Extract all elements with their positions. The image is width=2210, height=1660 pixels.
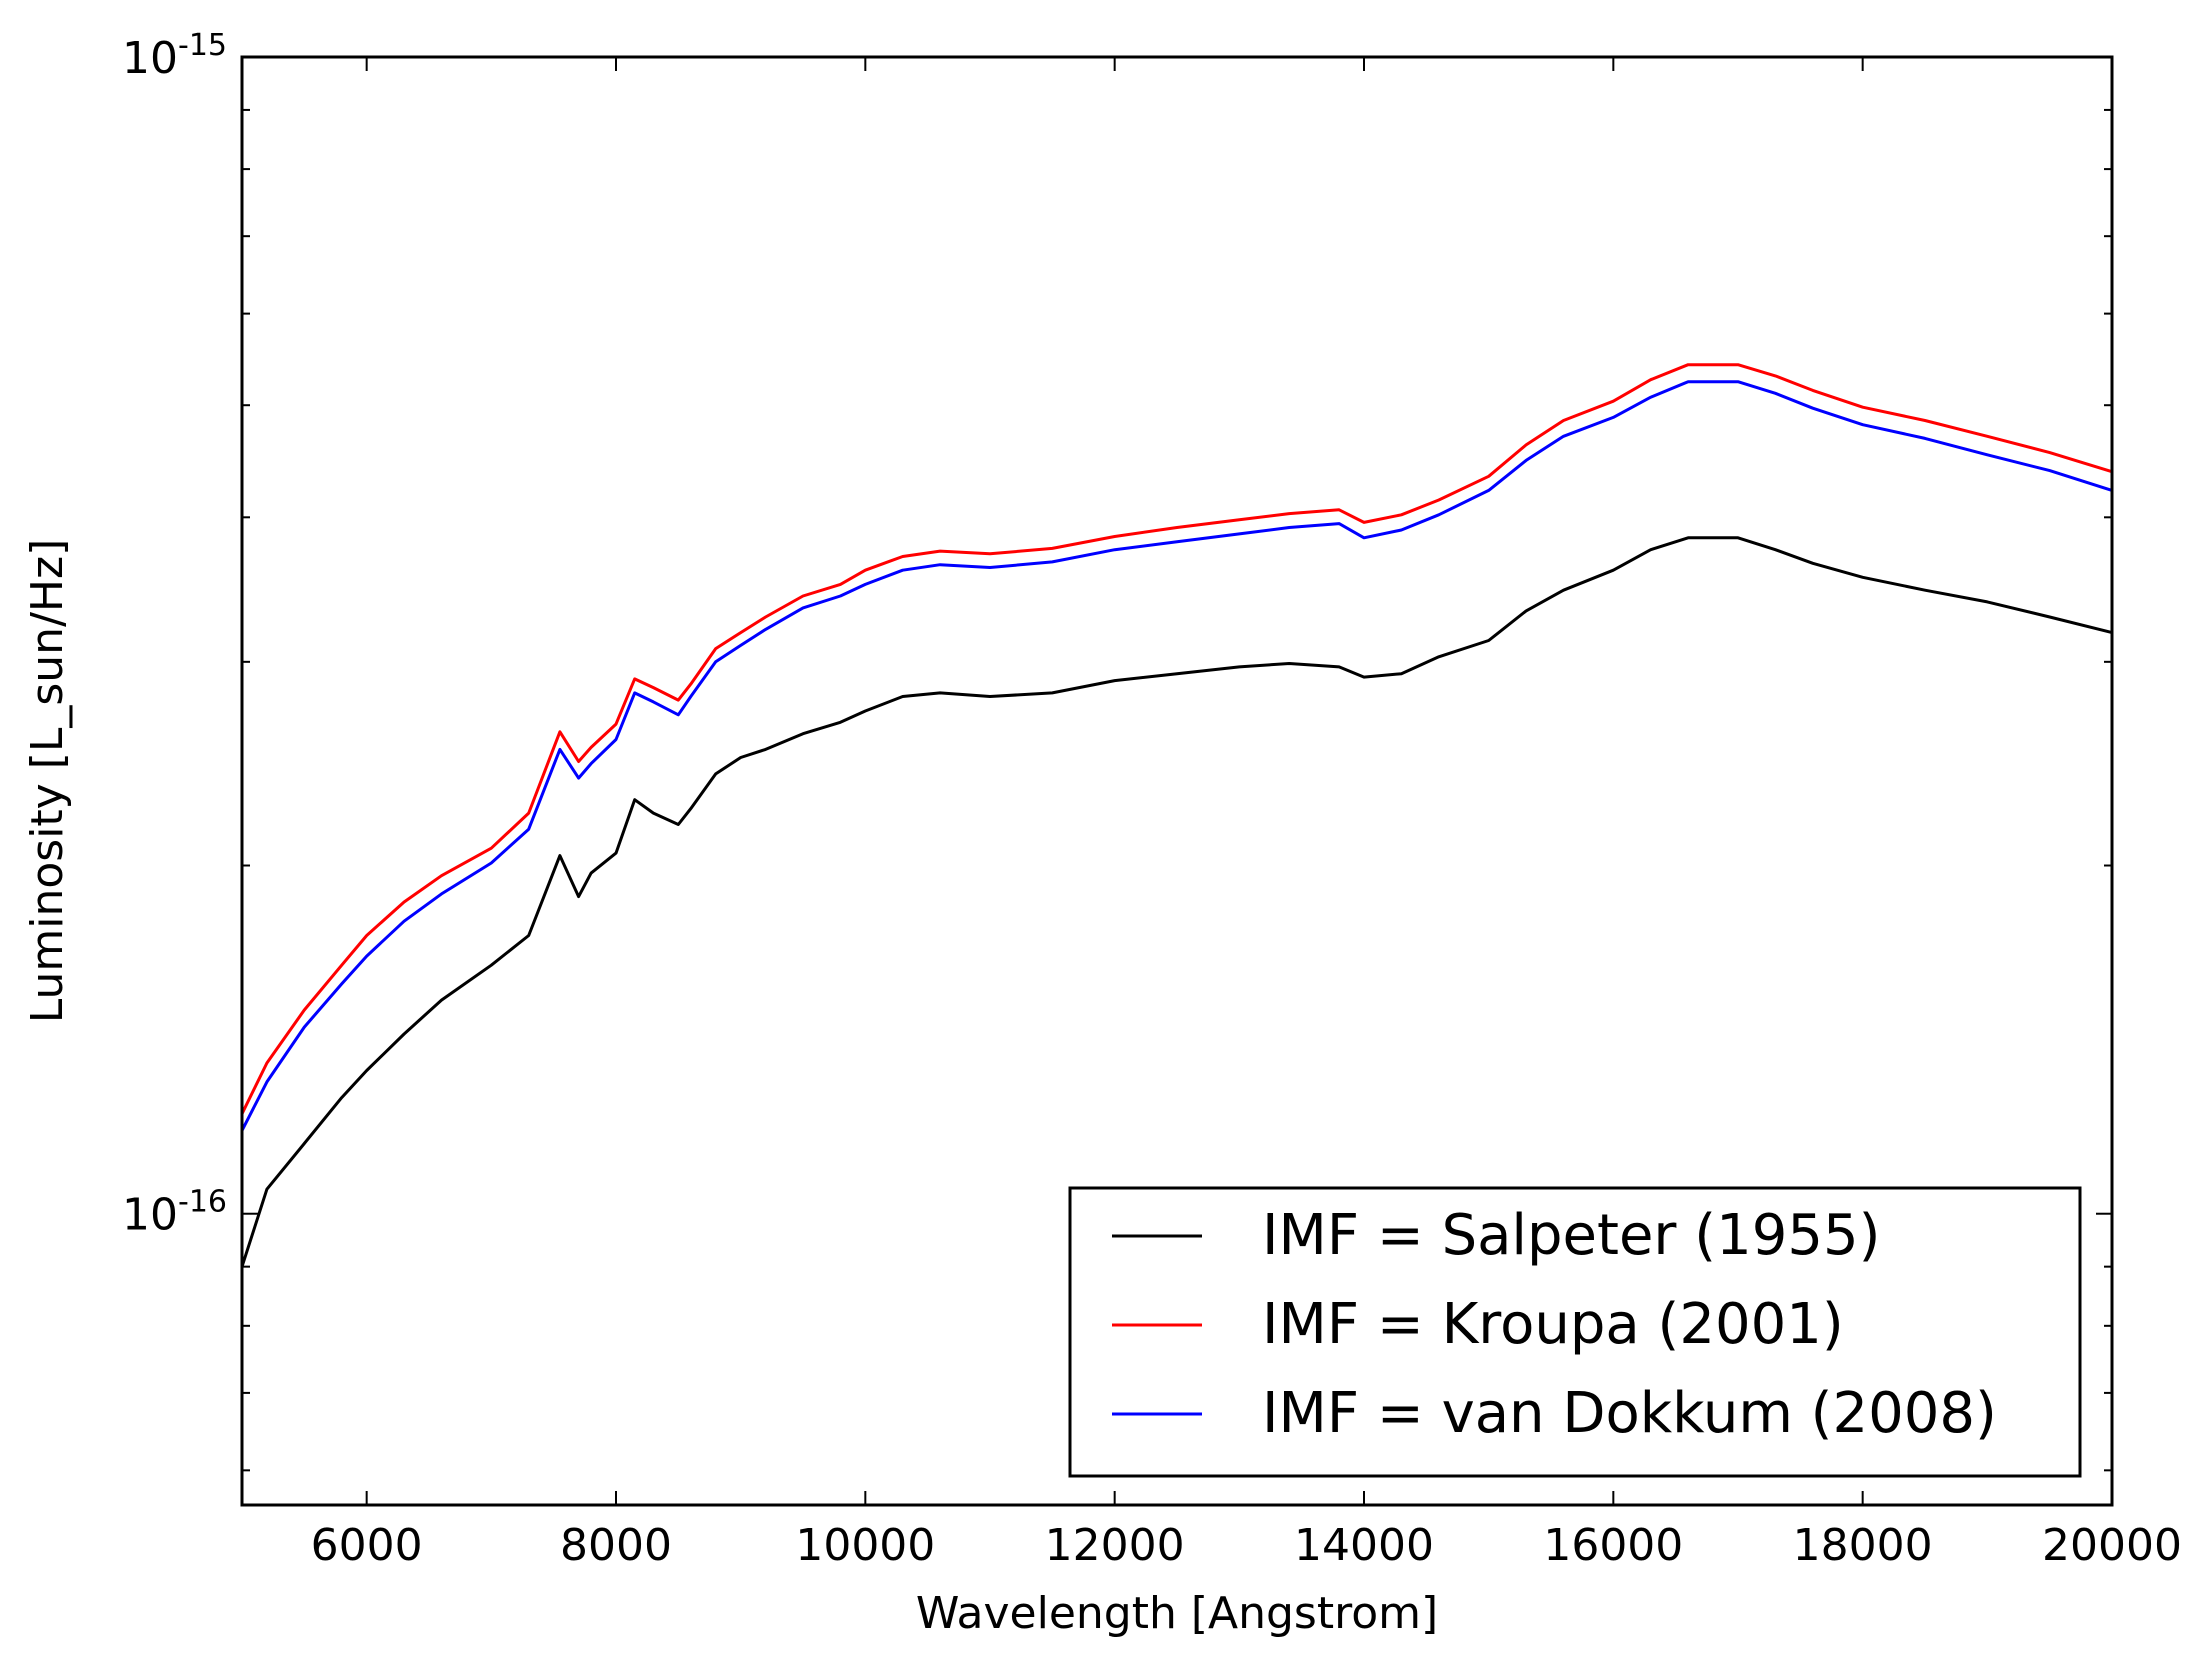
- y-tick-label: 10-15: [122, 28, 227, 84]
- x-tick-label: 12000: [1045, 1520, 1185, 1571]
- x-tick-label: 8000: [560, 1520, 672, 1571]
- legend-items: IMF = Salpeter (1955) IMF = Kroupa (2001)…: [1112, 1203, 1997, 1446]
- x-tick-label: 18000: [1793, 1520, 1933, 1571]
- legend-label: IMF = van Dokkum (2008): [1262, 1381, 1997, 1446]
- y-tick-label: 10-16: [122, 1185, 227, 1241]
- series-line-0: [240, 536, 2113, 1268]
- series-line-2: [240, 380, 2113, 1132]
- legend: IMF = Salpeter (1955) IMF = Kroupa (2001)…: [1068, 1186, 2082, 1478]
- plot-area-frame: [240, 55, 2114, 1507]
- legend-frame: [1068, 1186, 2082, 1478]
- y-axis-label: Luminosity [L_sun/Hz]: [22, 539, 73, 1024]
- axis-tick-labels: 6000 8000 10000 12000 14000 16000 18000 20000 10…: [122, 28, 2182, 1571]
- x-tick-label: 6000: [311, 1520, 423, 1571]
- axis-ticks: [242, 56, 2113, 1505]
- series-line-1: [240, 363, 2113, 1115]
- series-layer: [240, 363, 2113, 1268]
- x-tick-label: 10000: [795, 1520, 935, 1571]
- x-tick-label: 16000: [1543, 1520, 1683, 1571]
- legend-label: IMF = Salpeter (1955): [1262, 1203, 1880, 1268]
- legend-label: IMF = Kroupa (2001): [1262, 1292, 1844, 1357]
- x-tick-label: 20000: [2042, 1520, 2182, 1571]
- x-axis-label: Wavelength [Angstrom]: [916, 1588, 1438, 1639]
- x-tick-label: 14000: [1294, 1520, 1434, 1571]
